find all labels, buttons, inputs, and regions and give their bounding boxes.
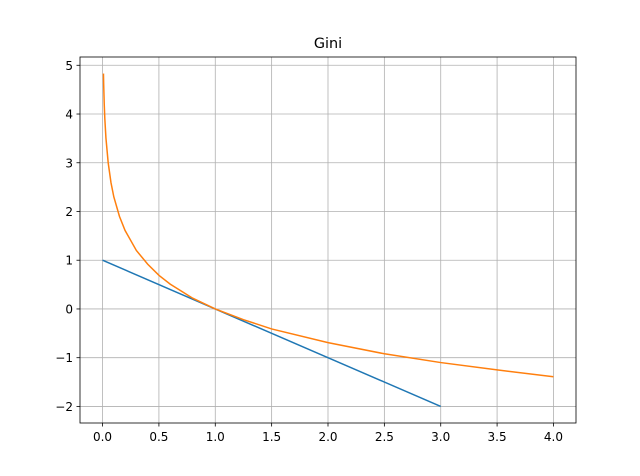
y-tick-label: 5 xyxy=(65,59,73,73)
y-tick-label: −2 xyxy=(55,400,73,414)
series-line xyxy=(102,259,442,408)
x-tick-label: 3.5 xyxy=(488,430,507,444)
x-tick-label: 4.0 xyxy=(544,430,563,444)
y-tick-label: 3 xyxy=(65,156,73,170)
x-tick-label: 0.5 xyxy=(149,430,168,444)
plot-frame xyxy=(79,56,577,424)
x-tick-label: 0.0 xyxy=(93,430,112,444)
y-tick-label: −1 xyxy=(55,351,73,365)
y-tick-label: 1 xyxy=(65,254,73,268)
x-tick-label: 3.0 xyxy=(431,430,450,444)
y-tick-label: 0 xyxy=(65,302,73,316)
x-tick-label: 1.5 xyxy=(262,430,281,444)
x-tick-label: 2.0 xyxy=(318,430,337,444)
series-line xyxy=(102,73,554,378)
y-tick-label: 2 xyxy=(65,205,73,219)
chart-title: Gini xyxy=(314,36,342,52)
x-tick-label: 1.0 xyxy=(206,430,225,444)
y-tick-label: 4 xyxy=(65,108,73,122)
x-tick-label: 2.5 xyxy=(375,430,394,444)
